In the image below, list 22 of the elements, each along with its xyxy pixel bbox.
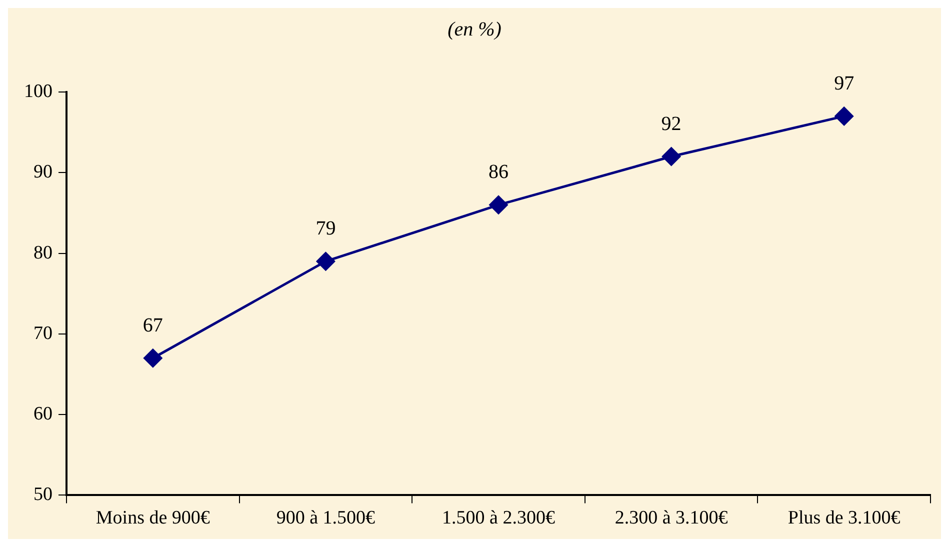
x-tick-label: 900 à 1.500€	[276, 508, 376, 529]
point	[316, 252, 335, 271]
x-tick-label: Plus de 3.100€	[788, 508, 901, 529]
point	[834, 106, 854, 126]
y-tick-label: 100	[24, 80, 52, 102]
data-label: 86	[488, 161, 508, 184]
point	[144, 348, 162, 368]
y-tick-label: 80	[34, 242, 52, 264]
y-tick-label: 70	[34, 322, 52, 344]
data-label: 67	[142, 314, 163, 336]
x-tick-label: Moins de 900€	[96, 508, 210, 529]
data-label: 92	[661, 112, 682, 135]
x-tick-label: 2.300 à 3.100€	[614, 508, 728, 529]
x-tick-label: 1.500 à 2.300€	[442, 508, 556, 529]
point	[662, 147, 681, 166]
chart-title: (en %)	[448, 18, 502, 40]
data-label: 97	[834, 72, 854, 94]
y-tick-label: 50	[34, 484, 52, 506]
y-tick-label: 60	[34, 404, 52, 425]
data-label: 79	[316, 218, 336, 240]
y-tick-label: 90	[34, 162, 52, 183]
point	[489, 196, 508, 214]
